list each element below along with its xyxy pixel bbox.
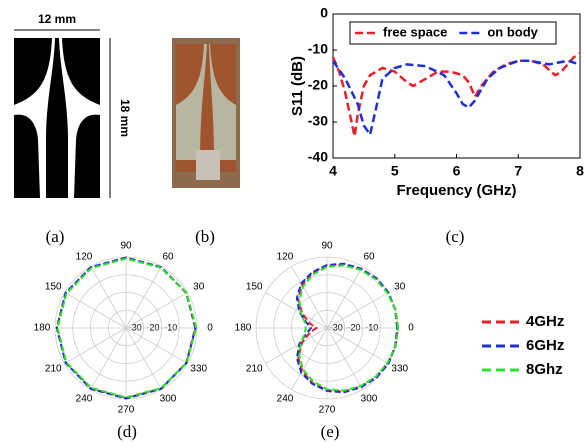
theta-tick-label: 60 <box>363 252 375 263</box>
x-tick-label: 5 <box>391 163 399 179</box>
series-line <box>298 264 400 392</box>
legend-label: on body <box>487 24 538 39</box>
theta-tick-label: 30 <box>193 282 205 293</box>
r-tick-label: -30 <box>330 322 343 332</box>
r-tick-label: -30 <box>129 322 142 332</box>
grid-spoke <box>125 327 188 364</box>
theta-tick-label: 90 <box>321 241 333 252</box>
theta-tick-label: 330 <box>190 364 207 375</box>
theta-tick-label: 180 <box>34 323 51 334</box>
y-tick-label: -30 <box>308 113 328 129</box>
y-tick-label: -10 <box>308 41 328 57</box>
theta-tick-label: 270 <box>118 405 135 416</box>
grid-spoke <box>291 327 328 390</box>
legend-label: 4GHz <box>526 313 564 330</box>
height-label: 18 mm <box>118 99 132 137</box>
theta-tick-label: 240 <box>76 394 93 405</box>
grid-spoke <box>64 292 127 329</box>
grid-spoke <box>90 266 127 329</box>
antenna-photo-slot <box>209 44 236 160</box>
legend-box <box>349 21 557 45</box>
caption: (a) <box>46 227 65 246</box>
theta-tick-label: 150 <box>45 282 62 293</box>
r-tick-label: -20 <box>347 322 360 332</box>
series-line <box>295 262 399 394</box>
width-label: 12 mm <box>38 12 76 26</box>
antenna-slot <box>14 38 55 198</box>
theta-tick-label: 270 <box>319 405 336 416</box>
grid-spoke <box>125 327 162 390</box>
theta-tick-label: 0 <box>408 323 414 334</box>
antenna-slot <box>59 38 100 198</box>
grid-spoke <box>125 266 162 329</box>
theta-tick-label: 180 <box>235 323 252 334</box>
grid-spoke <box>326 327 363 390</box>
caption: (e) <box>321 422 340 441</box>
grid-spoke <box>326 327 389 364</box>
theta-tick-label: 330 <box>391 364 408 375</box>
grid-spoke <box>265 327 328 364</box>
caption: (d) <box>117 422 137 441</box>
grid-spoke <box>64 327 127 364</box>
series-line <box>331 59 581 138</box>
antenna-drawing <box>14 38 100 198</box>
x-tick-label: 4 <box>329 163 337 179</box>
caption: (b) <box>195 227 215 246</box>
grid-spoke <box>265 292 328 329</box>
antenna-photo-slot <box>176 44 207 160</box>
r-tick-label: -10 <box>164 322 177 332</box>
grid-spoke <box>291 266 328 329</box>
theta-tick-label: 60 <box>162 252 174 263</box>
legend-label: 6GHz <box>526 337 564 354</box>
r-tick-label: -10 <box>365 322 378 332</box>
theta-tick-label: 0 <box>207 323 213 334</box>
caption: (c) <box>446 227 465 246</box>
theta-tick-label: 120 <box>277 252 294 263</box>
y-axis-label: S11 (dB) <box>289 56 306 116</box>
theta-tick-label: 300 <box>160 394 177 405</box>
theta-tick-label: 30 <box>394 282 406 293</box>
legend-label: free space <box>383 24 447 39</box>
x-axis-label: Frequency (GHz) <box>396 182 516 199</box>
theta-tick-label: 90 <box>120 241 132 252</box>
theta-tick-label: 150 <box>246 282 263 293</box>
grid-spoke <box>125 292 188 329</box>
x-tick-label: 8 <box>576 163 584 179</box>
legend-label: 8Ghz <box>526 361 563 378</box>
antenna-photo-connector <box>196 150 220 180</box>
grid-spoke <box>90 327 127 390</box>
theta-tick-label: 210 <box>246 364 263 375</box>
y-tick-label: -40 <box>308 149 328 165</box>
theta-tick-label: 120 <box>76 252 93 263</box>
y-tick-label: -20 <box>308 77 328 93</box>
r-tick-label: -20 <box>146 322 159 332</box>
theta-tick-label: 300 <box>361 394 378 405</box>
x-tick-label: 6 <box>453 163 461 179</box>
theta-tick-label: 240 <box>277 394 294 405</box>
series-line <box>56 257 198 399</box>
x-tick-label: 7 <box>514 163 522 179</box>
y-tick-label: 0 <box>320 5 328 21</box>
theta-tick-label: 210 <box>45 364 62 375</box>
grid-spoke <box>326 266 363 329</box>
grid-spoke <box>326 292 389 329</box>
